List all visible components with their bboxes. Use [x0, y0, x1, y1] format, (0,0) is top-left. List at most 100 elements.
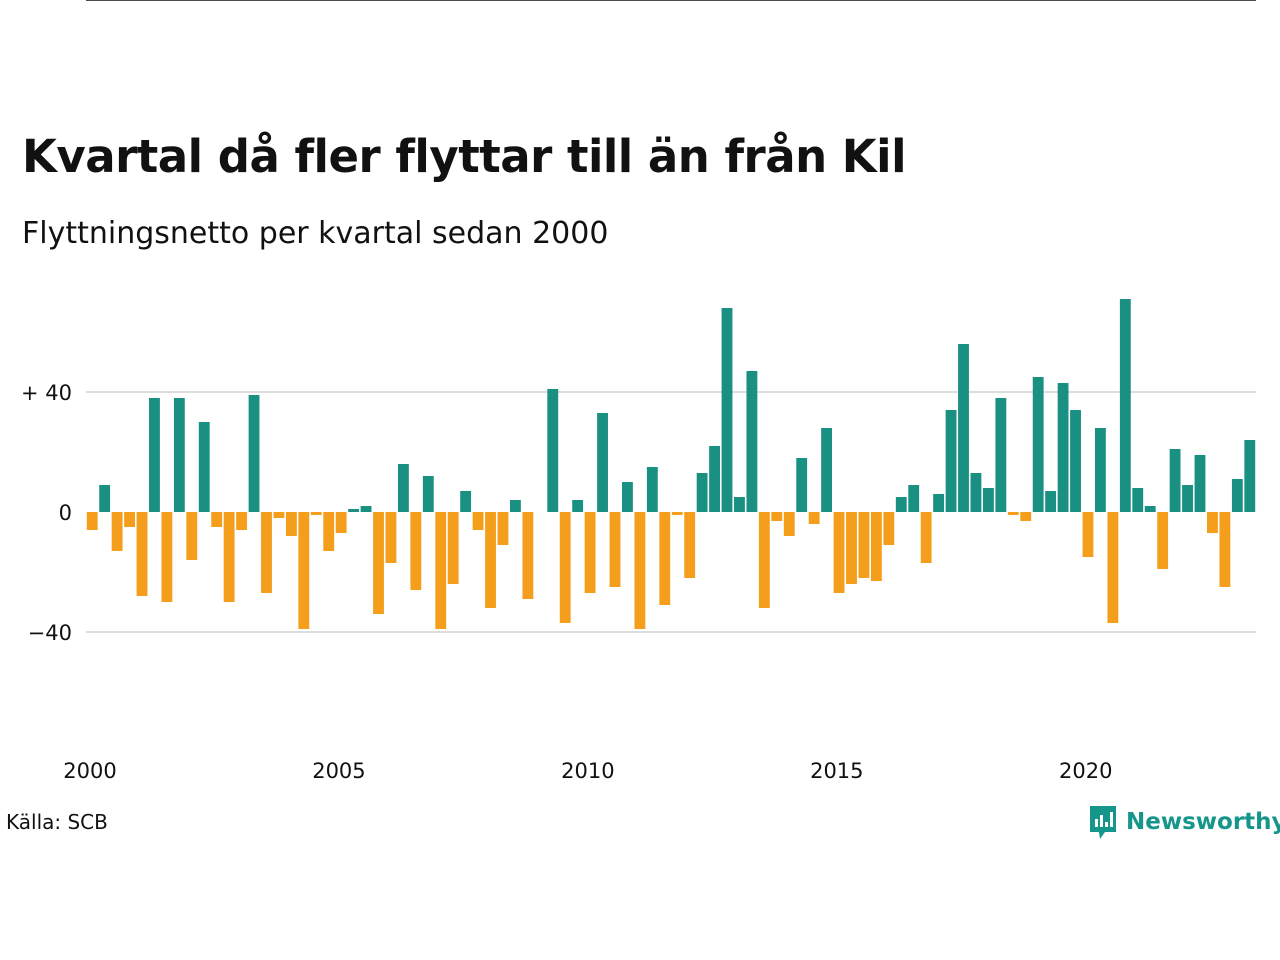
bar-negative: [1157, 512, 1169, 569]
bar-positive: [509, 500, 521, 512]
bar-positive: [933, 494, 945, 512]
bar-negative: [559, 512, 571, 623]
bar-negative: [236, 512, 248, 530]
bar-negative: [883, 512, 895, 545]
x-tick-label: 2005: [312, 759, 365, 783]
bar-negative: [858, 512, 870, 578]
bar-positive: [958, 344, 969, 512]
x-tick-label: 2000: [63, 759, 116, 783]
bar-positive: [982, 488, 994, 512]
bar-positive: [422, 476, 434, 512]
y-axis-labels: + 40 0 −40: [21, 381, 72, 645]
bar-positive: [1144, 506, 1156, 512]
bar-negative: [497, 512, 509, 545]
chart-subtitle: Flyttningsnetto per kvartal sedan 2000: [22, 216, 609, 251]
newsworthy-logo-icon: [1090, 806, 1116, 839]
bar-negative: [1020, 512, 1032, 521]
bar-positive: [1094, 428, 1106, 512]
bar-negative: [659, 512, 671, 605]
bar-positive: [360, 506, 372, 512]
bar-positive: [1231, 479, 1243, 512]
bar-positive: [995, 398, 1007, 512]
bar-positive: [173, 398, 185, 512]
bar-negative: [758, 512, 770, 608]
bar-negative: [335, 512, 347, 533]
newsworthy-logo[interactable]: Newsworthy: [1088, 804, 1280, 840]
bar-negative: [634, 512, 646, 629]
bar-positive: [99, 485, 111, 512]
bar-positive: [646, 467, 658, 512]
bar-negative: [584, 512, 596, 593]
bar-negative: [920, 512, 932, 563]
bar-negative: [136, 512, 148, 596]
bar-positive: [1244, 440, 1256, 512]
bar-positive: [622, 482, 633, 512]
bar-negative: [472, 512, 484, 530]
x-axis-labels: 2000 2005 2010 2015 2020: [63, 759, 1112, 783]
bar-negative: [1082, 512, 1094, 557]
bar-negative: [771, 512, 783, 521]
bar-negative: [273, 512, 285, 518]
bar-positive: [1182, 485, 1193, 512]
x-tick-label: 2020: [1059, 759, 1112, 783]
bar-negative: [485, 512, 496, 608]
bar-positive: [721, 308, 733, 512]
y-tick-label: −40: [28, 621, 72, 645]
bar-negative: [609, 512, 621, 587]
bar-negative: [1219, 512, 1231, 587]
x-tick-label: 2015: [810, 759, 863, 783]
bar-positive: [709, 446, 720, 512]
bar-negative: [261, 512, 272, 593]
bar-positive: [945, 410, 957, 512]
bar-positive: [1070, 410, 1081, 512]
bar-negative: [684, 512, 696, 578]
bar-negative: [111, 512, 123, 551]
bar-positive: [572, 500, 584, 512]
bar-negative: [298, 512, 310, 629]
bar-positive: [1132, 488, 1144, 512]
bar-positive: [597, 413, 608, 512]
bar-positive: [460, 491, 472, 512]
bar-positive: [1045, 491, 1057, 512]
bar-negative: [846, 512, 857, 584]
bar-positive: [149, 398, 160, 512]
y-tick-label: + 40: [21, 381, 72, 405]
bar-negative: [285, 512, 297, 536]
bar-positive: [734, 497, 745, 512]
bar-positive: [1032, 377, 1044, 512]
bar-negative: [186, 512, 198, 560]
bar-negative: [211, 512, 223, 527]
chart-title: Kvartal då fler flyttar till än från Kil: [22, 130, 907, 183]
bar-negative: [435, 512, 447, 629]
bar-positive: [1119, 299, 1131, 512]
bar-negative: [1007, 512, 1019, 515]
bar-negative: [410, 512, 422, 590]
bar-negative: [671, 512, 683, 515]
bar-negative: [447, 512, 459, 584]
bar-negative: [373, 512, 384, 614]
bar-positive: [348, 509, 360, 512]
bar-negative: [86, 512, 98, 530]
bar-positive: [198, 422, 210, 512]
bar-positive: [821, 428, 833, 512]
newsworthy-wordmark: Newsworthy: [1126, 809, 1280, 835]
bar-negative: [870, 512, 882, 581]
bars: [86, 299, 1256, 629]
x-tick-label: 2010: [561, 759, 614, 783]
bar-positive: [1194, 455, 1206, 512]
bar-positive: [248, 395, 260, 512]
bar-negative: [1107, 512, 1119, 623]
bar-negative: [522, 512, 534, 599]
bar-negative: [124, 512, 135, 527]
bar-negative: [323, 512, 335, 551]
y-tick-label: 0: [59, 501, 72, 525]
bar-negative: [783, 512, 795, 536]
bar-positive: [895, 497, 907, 512]
bar-positive: [1057, 383, 1069, 512]
bar-positive: [746, 371, 758, 512]
bar-positive: [696, 473, 708, 512]
bar-negative: [1207, 512, 1218, 533]
bar-negative: [808, 512, 820, 524]
bar-negative: [385, 512, 397, 563]
